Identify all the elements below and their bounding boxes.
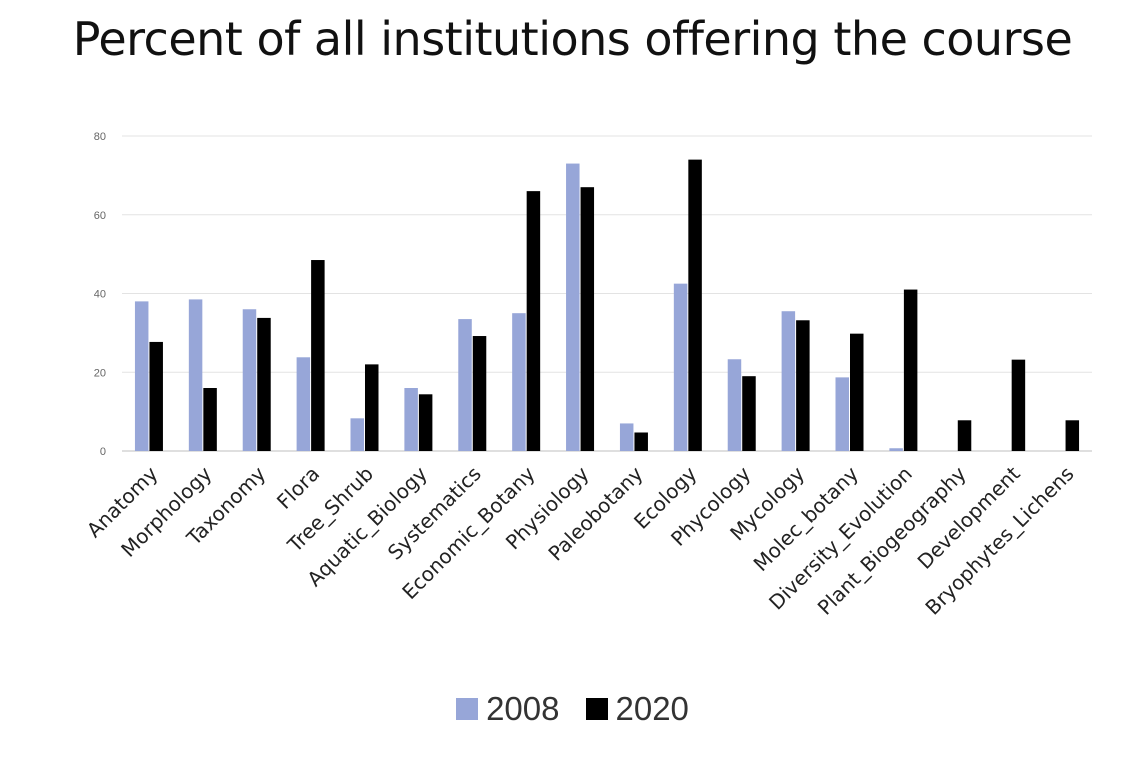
legend-label-2020: 2020 — [615, 690, 689, 727]
bar-2020-Morphology — [203, 388, 217, 451]
bar-2008-Aquatic_Biology — [404, 388, 418, 451]
bar-2020-Mycology — [796, 320, 810, 451]
bar-2020-Taxonomy — [257, 317, 271, 451]
bar-2008-Tree_Shrub — [350, 418, 364, 451]
grid-lines — [122, 135, 1092, 452]
legend: 2008 2020 — [0, 690, 1145, 728]
bars — [134, 159, 1080, 451]
y-tick-label: 0 — [100, 446, 106, 458]
bar-2020-Aquatic_Biology — [418, 394, 433, 451]
legend-label-2008: 2008 — [486, 690, 560, 727]
bar-2008-Phycology — [727, 359, 742, 451]
bar-2008-Morphology — [188, 299, 203, 451]
bar-2020-Systematics — [472, 336, 487, 451]
legend-item-2020: 2020 — [585, 690, 689, 728]
legend-swatch-2008 — [456, 698, 479, 720]
bar-2020-Phycology — [742, 376, 756, 451]
bar-2008-Anatomy — [134, 301, 149, 451]
bar-2020-Physiology — [580, 187, 595, 451]
bar-2008-Ecology — [673, 283, 688, 451]
bar-2020-Tree_Shrub — [365, 364, 379, 451]
legend-swatch-2020 — [585, 698, 608, 720]
bar-2020-Anatomy — [149, 341, 163, 451]
bar-2020-Ecology — [688, 159, 702, 451]
bar-2020-Plant_Biogeography — [957, 420, 972, 451]
bar-2020-Flora — [311, 260, 325, 451]
y-tick-label: 40 — [94, 289, 106, 301]
bar-2020-Diversity_Evolution — [903, 289, 918, 451]
bar-2008-Mycology — [781, 311, 796, 451]
chart-title: Percent of all institutions offering the… — [72, 12, 1073, 66]
bar-2008-Systematics — [458, 319, 472, 451]
y-axis-ticks: 0 20 40 60 80 — [94, 131, 106, 458]
bar-2008-Paleobotany — [619, 423, 634, 451]
bar-2020-Bryophytes_Lichens — [1065, 420, 1080, 451]
y-tick-label: 60 — [94, 210, 106, 222]
legend-item-2008: 2008 — [456, 690, 560, 728]
bar-2008-Taxonomy — [242, 309, 257, 451]
bar-2020-Paleobotany — [634, 432, 648, 451]
y-tick-label: 20 — [94, 367, 106, 379]
bar-2008-Molec_botany — [835, 377, 849, 451]
bar-2008-Flora — [296, 357, 311, 451]
bar-2008-Physiology — [566, 163, 580, 451]
bar-2020-Economic_Botany — [526, 191, 541, 451]
bar-2008-Economic_Botany — [512, 313, 526, 451]
bar-2008-Diversity_Evolution — [889, 448, 903, 451]
bar-2020-Molec_botany — [850, 333, 864, 451]
bar-2020-Development — [1011, 359, 1026, 451]
y-tick-label: 80 — [94, 131, 106, 143]
